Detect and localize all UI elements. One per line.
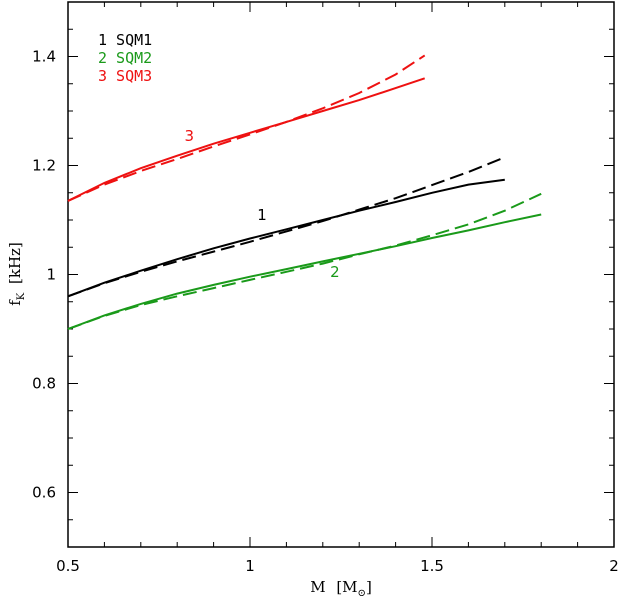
x-tick-label: 1.5 [420, 557, 444, 575]
y-tick-label: 1 [46, 266, 56, 284]
y-axis-label: fK [kHz] [6, 242, 28, 306]
curve-label: 3 [184, 127, 194, 145]
curve-label: 2 [330, 263, 340, 281]
x-tick-label: 1 [245, 557, 255, 575]
x-axis-unit-open: [M [336, 578, 357, 596]
data-curves [67, 54, 542, 330]
x-tick-label: 0.5 [56, 557, 80, 575]
axis-tick-labels: 0.5 1 1.5 2 0.6 0.8 1 1.2 1.4 [32, 48, 619, 576]
axis-ticks [67, 1, 615, 548]
legend-entry: 2 SQM2 [98, 49, 152, 67]
series-sqm1-dashed [67, 156, 506, 298]
y-axis-subscript: K [16, 292, 27, 300]
series-sqm3-solid [67, 77, 426, 202]
series-sqm2-solid [67, 213, 542, 330]
solar-mass-symbol: ⊙ [358, 588, 366, 599]
x-axis-symbol: M [310, 578, 325, 596]
y-tick-label: 1.4 [32, 48, 56, 66]
x-axis-unit-close: ] [366, 578, 372, 596]
x-axis-label: M [M⊙] [310, 578, 372, 599]
series-sqm2-dashed [67, 192, 542, 330]
y-tick-label: 0.8 [32, 375, 56, 393]
legend-entry: 3 SQM3 [98, 67, 152, 85]
legend-entry: 1 SQM1 [98, 31, 152, 49]
y-axis-symbol: f [6, 299, 24, 306]
y-tick-label: 0.6 [32, 484, 56, 502]
curve-labels: 1 2 3 [184, 127, 339, 281]
y-tick-label: 1.2 [32, 157, 56, 175]
series-sqm1-solid [67, 178, 505, 298]
x-tick-label: 2 [609, 557, 619, 575]
series-sqm3-dashed [67, 54, 426, 202]
curve-label: 1 [257, 206, 267, 224]
y-axis-unit: [kHz] [6, 242, 24, 284]
